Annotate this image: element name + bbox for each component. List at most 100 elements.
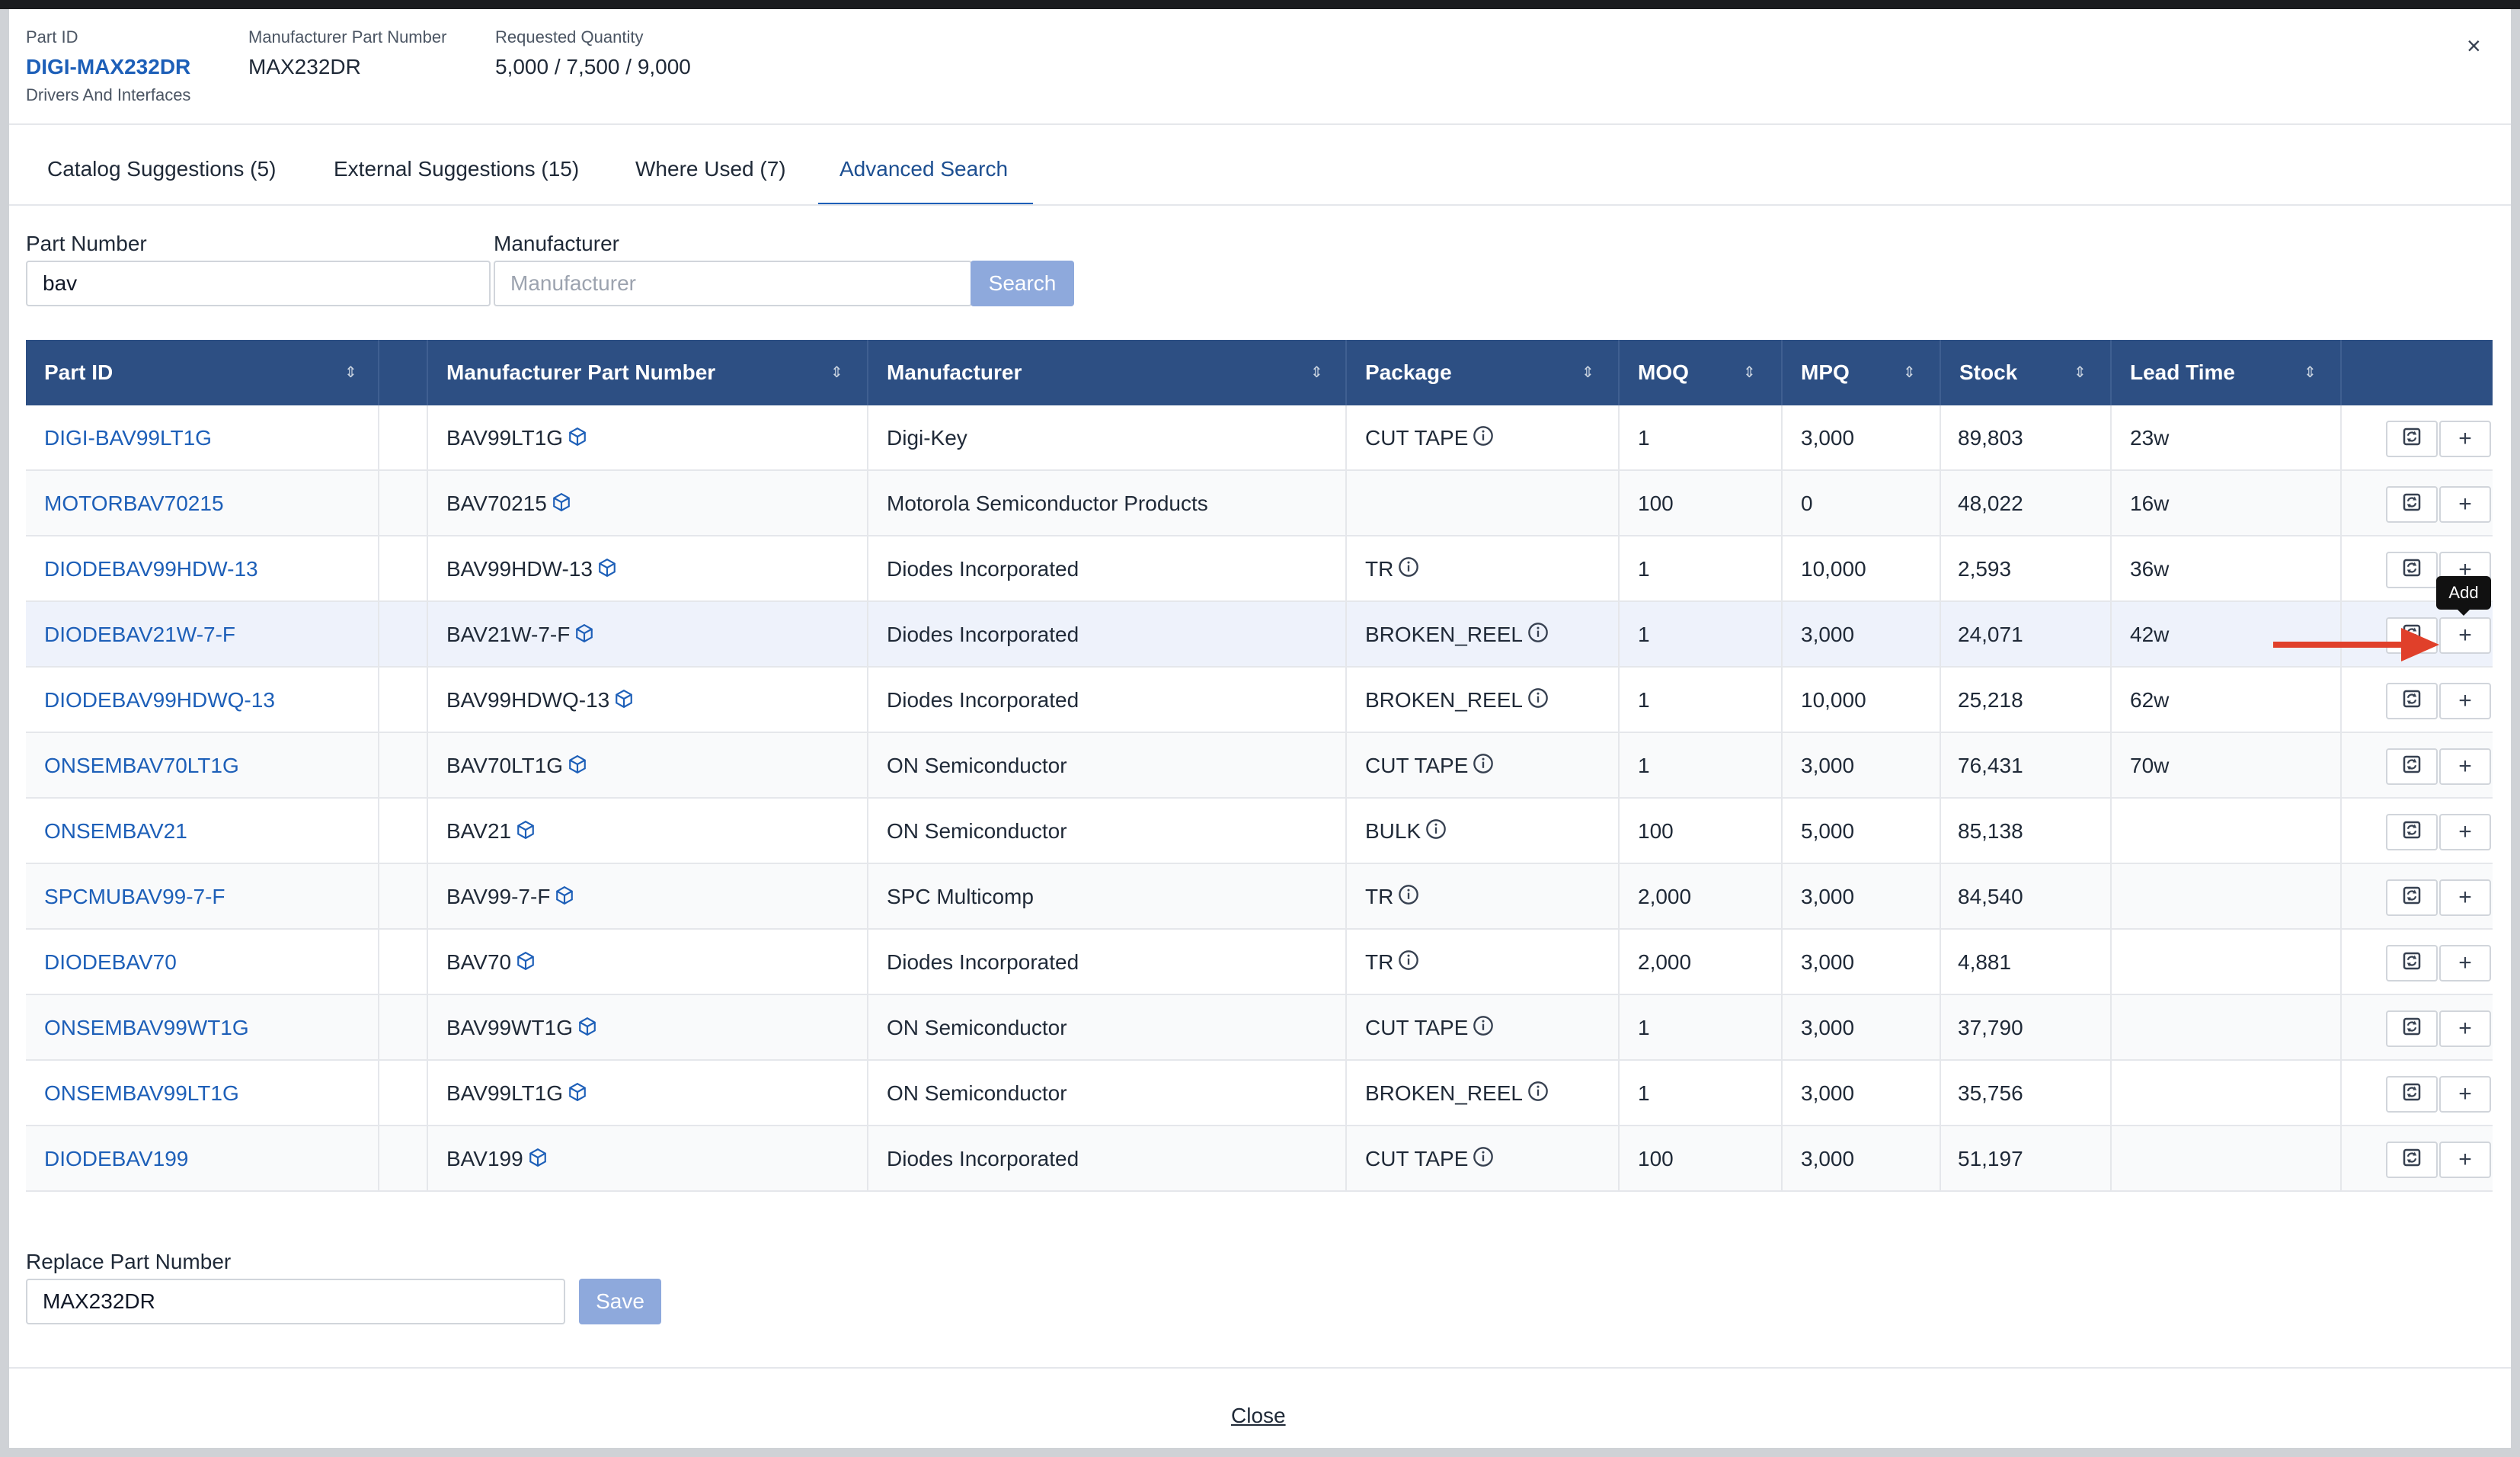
cube-icon[interactable]: [552, 472, 571, 538]
info-icon[interactable]: [1398, 538, 1419, 604]
tab-where-used[interactable]: Where Used (7): [635, 157, 786, 181]
info-icon[interactable]: [1425, 800, 1447, 866]
col-mpq[interactable]: MPQ: [1801, 360, 1850, 384]
tab-external-suggestions[interactable]: External Suggestions (15): [334, 157, 580, 181]
manufacturer-label: Manufacturer: [494, 232, 619, 255]
part-id-link[interactable]: DIGI-MAX232DR: [26, 55, 191, 78]
cube-icon[interactable]: [568, 407, 587, 472]
cube-icon[interactable]: [516, 931, 536, 997]
part-id-link-text[interactable]: SPCMUBAV99-7-F: [44, 885, 225, 908]
col-lead-time[interactable]: Lead Time: [2130, 360, 2235, 384]
sort-icon[interactable]: ⇕: [1581, 364, 1594, 381]
info-icon[interactable]: [1473, 997, 1494, 1062]
add-button[interactable]: +: [2439, 879, 2491, 916]
info-icon[interactable]: [1473, 407, 1494, 472]
add-button[interactable]: +: [2439, 814, 2491, 850]
part-id-link[interactable]: DIODEBAV21W-7-F: [44, 602, 235, 668]
sort-icon[interactable]: ⇕: [830, 364, 843, 381]
part-id-link[interactable]: DIODEBAV99HDWQ-13: [44, 668, 275, 733]
part-id-link-text[interactable]: DIODEBAV99HDW-13: [44, 557, 258, 581]
part-id-link[interactable]: MOTORBAV70215: [44, 471, 224, 536]
replace-icon[interactable]: [2386, 421, 2438, 457]
info-icon[interactable]: [1473, 735, 1494, 800]
part-id-link[interactable]: SPCMUBAV99-7-F: [44, 864, 225, 930]
replace-icon[interactable]: [2386, 1142, 2438, 1178]
close-link[interactable]: Close: [1231, 1404, 1286, 1427]
part-id-link-text[interactable]: MOTORBAV70215: [44, 492, 224, 515]
sort-icon[interactable]: ⇕: [1743, 364, 1756, 381]
replace-icon[interactable]: [2386, 1076, 2438, 1113]
col-mpn[interactable]: Manufacturer Part Number: [446, 360, 716, 384]
sort-icon[interactable]: ⇕: [1310, 364, 1323, 381]
part-id-link[interactable]: ONSEMBAV99LT1G: [44, 1061, 239, 1126]
add-button[interactable]: +: [2439, 421, 2491, 457]
search-button[interactable]: Search: [971, 261, 1074, 306]
part-id-link-text[interactable]: ONSEMBAV70LT1G: [44, 754, 239, 777]
part-id-link-text[interactable]: ONSEMBAV21: [44, 819, 187, 843]
add-button[interactable]: +: [2439, 1076, 2491, 1113]
part-id-link-text[interactable]: DIODEBAV70: [44, 950, 177, 974]
part-id-link-text[interactable]: DIODEBAV99HDWQ-13: [44, 688, 275, 712]
info-icon[interactable]: [1527, 669, 1549, 735]
col-stock[interactable]: Stock: [1959, 360, 2018, 384]
add-button[interactable]: +: [2439, 1142, 2491, 1178]
add-button[interactable]: +: [2439, 486, 2491, 523]
part-id-link-text[interactable]: ONSEMBAV99WT1G: [44, 1016, 249, 1039]
replace-icon[interactable]: [2386, 683, 2438, 719]
sort-icon[interactable]: ⇕: [2074, 364, 2087, 381]
column-divider: [2340, 405, 2342, 1192]
info-icon[interactable]: [1398, 866, 1419, 931]
part-number-input[interactable]: bav: [26, 261, 491, 306]
part-id-link[interactable]: DIGI-BAV99LT1G: [44, 405, 212, 471]
info-icon[interactable]: [1398, 931, 1419, 997]
info-icon[interactable]: [1473, 1128, 1494, 1193]
sort-icon[interactable]: ⇕: [2304, 364, 2317, 381]
tab-catalog-suggestions[interactable]: Catalog Suggestions (5): [47, 157, 277, 181]
replace-icon[interactable]: [2386, 1010, 2438, 1047]
tab-advanced-search[interactable]: Advanced Search: [839, 157, 1009, 181]
part-id-link[interactable]: DIODEBAV70: [44, 930, 177, 995]
cube-icon[interactable]: [614, 669, 634, 735]
add-button[interactable]: +: [2439, 945, 2491, 981]
replace-icon[interactable]: [2386, 879, 2438, 916]
cube-icon[interactable]: [528, 1128, 548, 1193]
col-part-id[interactable]: Part ID: [44, 360, 114, 384]
part-id-link[interactable]: ONSEMBAV21: [44, 799, 187, 864]
add-button[interactable]: +: [2439, 683, 2491, 719]
sort-icon[interactable]: ⇕: [1903, 364, 1916, 381]
manufacturer-input[interactable]: Manufacturer: [494, 261, 972, 306]
replace-icon[interactable]: [2386, 552, 2438, 588]
replace-icon[interactable]: [2386, 814, 2438, 850]
cube-icon[interactable]: [574, 604, 594, 669]
replace-icon[interactable]: [2386, 486, 2438, 523]
cube-icon[interactable]: [577, 997, 597, 1062]
part-id-link[interactable]: DIODEBAV199: [44, 1126, 188, 1192]
cube-icon[interactable]: [597, 538, 617, 604]
cube-icon[interactable]: [568, 735, 587, 800]
manufacturer-cell-text: ON Semiconductor: [887, 819, 1067, 843]
sort-icon[interactable]: ⇕: [344, 364, 357, 381]
replace-part-number-input[interactable]: MAX232DR: [26, 1279, 565, 1324]
part-id-link-text[interactable]: DIODEBAV21W-7-F: [44, 623, 236, 646]
info-icon[interactable]: [1527, 1062, 1549, 1128]
part-id-link[interactable]: DIODEBAV99HDW-13: [44, 536, 258, 602]
cube-icon[interactable]: [516, 800, 536, 866]
col-package[interactable]: Package: [1365, 360, 1452, 384]
replace-icon[interactable]: [2386, 945, 2438, 981]
cube-icon[interactable]: [568, 1062, 587, 1128]
save-button[interactable]: Save: [579, 1279, 661, 1324]
add-button[interactable]: +: [2439, 748, 2491, 785]
part-id-link-text[interactable]: ONSEMBAV99LT1G: [44, 1081, 239, 1105]
part-id-link[interactable]: ONSEMBAV99WT1G: [44, 995, 249, 1061]
col-manufacturer[interactable]: Manufacturer: [887, 360, 1022, 384]
part-id-link[interactable]: ONSEMBAV70LT1G: [44, 733, 239, 799]
col-moq[interactable]: MOQ: [1638, 360, 1689, 384]
part-id-link-text[interactable]: DIODEBAV199: [44, 1147, 189, 1170]
close-icon[interactable]: ×: [2467, 32, 2481, 59]
add-button[interactable]: +: [2439, 617, 2491, 654]
part-id-link-text[interactable]: DIGI-BAV99LT1G: [44, 426, 212, 450]
cube-icon[interactable]: [555, 866, 574, 931]
add-button[interactable]: +: [2439, 1010, 2491, 1047]
info-icon[interactable]: [1527, 604, 1549, 669]
replace-icon[interactable]: [2386, 748, 2438, 785]
